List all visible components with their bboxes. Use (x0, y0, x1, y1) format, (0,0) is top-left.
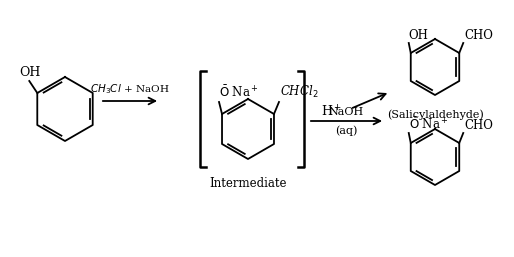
Text: (Salicylaldehyde): (Salicylaldehyde) (387, 109, 483, 120)
Text: $\bar{\mathrm{O}}$ Na$^+$: $\bar{\mathrm{O}}$ Na$^+$ (409, 117, 449, 132)
Text: Intermediate: Intermediate (209, 177, 287, 190)
Text: NaOH: NaOH (329, 107, 364, 117)
Text: CHO: CHO (464, 29, 493, 42)
Text: $\mathit{CH_3Cl}$ + NaOH: $\mathit{CH_3Cl}$ + NaOH (90, 82, 170, 96)
Text: $\bar{\mathrm{O}}$ Na$^+$: $\bar{\mathrm{O}}$ Na$^+$ (219, 85, 259, 100)
Text: OH: OH (409, 29, 429, 42)
Text: CHCl$_2$: CHCl$_2$ (280, 84, 319, 100)
Text: OH: OH (20, 66, 41, 79)
Text: CHO: CHO (464, 119, 493, 132)
Text: (aq): (aq) (335, 125, 358, 135)
Text: H$^+$: H$^+$ (321, 104, 342, 120)
